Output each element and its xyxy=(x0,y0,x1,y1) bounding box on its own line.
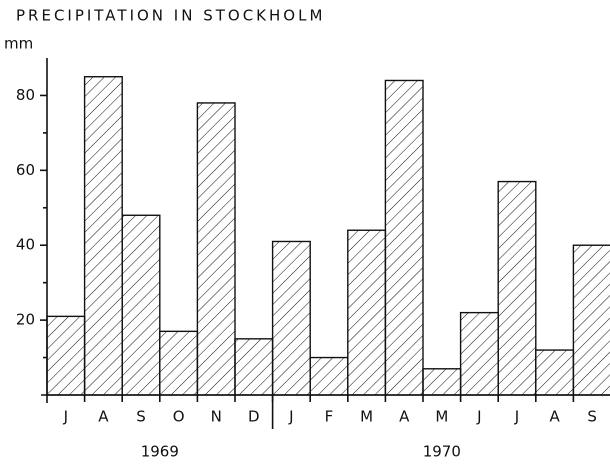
x-tick-label: J xyxy=(288,408,293,426)
bar xyxy=(309,356,349,396)
y-tick-label: 60 xyxy=(16,161,35,179)
bar xyxy=(572,244,610,396)
x-tick-label: F xyxy=(325,408,334,426)
y-tick-label: 80 xyxy=(16,86,35,104)
x-tick-label: A xyxy=(549,408,560,426)
x-tick-label: A xyxy=(399,408,410,426)
group-label: 1970 xyxy=(423,443,461,461)
x-tick-label: S xyxy=(587,408,597,426)
x-tick-label: O xyxy=(173,408,185,426)
bar xyxy=(234,338,274,396)
bar xyxy=(459,311,499,396)
bar xyxy=(422,368,462,396)
bar xyxy=(159,330,199,396)
x-tick-label: N xyxy=(211,408,222,426)
x-tick-label: S xyxy=(136,408,146,426)
x-tick-label: M xyxy=(435,408,448,426)
bar xyxy=(535,349,575,396)
y-tick-label: 20 xyxy=(16,311,35,329)
group-label: 1969 xyxy=(141,443,179,461)
x-tick-label: J xyxy=(514,408,519,426)
y-tick-label: 40 xyxy=(16,236,35,254)
x-tick-label: D xyxy=(248,408,260,426)
y-axis-label: mm xyxy=(4,35,33,53)
x-tick-label: J xyxy=(63,408,68,426)
bar xyxy=(497,180,537,396)
bar xyxy=(384,79,424,396)
bar xyxy=(347,229,387,396)
bar xyxy=(271,240,311,396)
chart-title: PRECIPITATION IN STOCKHOLM xyxy=(16,7,325,25)
bar xyxy=(121,214,161,396)
x-tick-label: M xyxy=(360,408,373,426)
x-tick-label: A xyxy=(98,408,109,426)
bar xyxy=(196,102,236,396)
bar xyxy=(83,76,123,396)
bar xyxy=(46,315,86,396)
x-tick-label: J xyxy=(476,408,481,426)
